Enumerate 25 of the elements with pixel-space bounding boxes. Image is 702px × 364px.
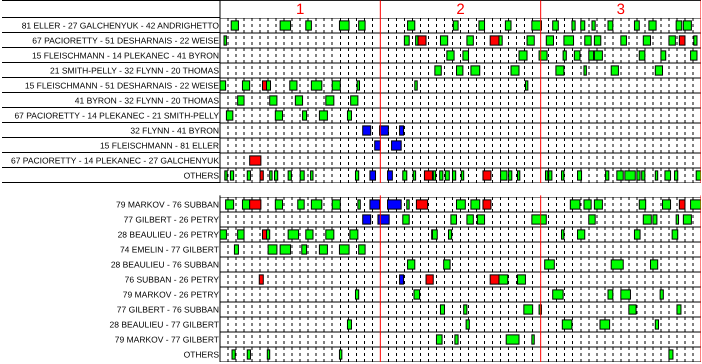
y-tick-label: 81 ELLER - 27 GALCHENYUK - 42 ANDRIGHETTO (22, 20, 220, 30)
y-tick-label: OTHERS (184, 349, 220, 360)
y-tick-label: 74 EMELIN - 77 GILBERT (120, 244, 219, 254)
x-tick-label: 2 (456, 1, 465, 18)
y-tick-label: 67 PACIORETTY - 14 PLEKANEC - 27 GALCHENYUK (10, 155, 220, 166)
y-tick-label: 41 BYRON - 32 FLYNN - 20 THOMAS (74, 95, 220, 106)
y-tick-label: 79 MARKOV - 76 SUBBAN (116, 199, 219, 210)
y-tick-label: 79 MARKOV - 77 GILBERT (114, 334, 219, 344)
y-tick-label: OTHERS (184, 170, 220, 180)
y-tick-label: 28 BEAULIEU - 76 SUBBAN (110, 259, 219, 270)
x-tick-label: 3 (616, 1, 625, 18)
x-tick-label: 1 (296, 1, 304, 18)
y-tick-label: 15 FLEISCHMANN - 51 DESHARNAIS - 22 WEISE (24, 80, 220, 90)
y-tick-label: 77 GILBERT - 76 SUBBAN (116, 304, 219, 314)
y-tick-label: 67 PACIORETTY - 51 DESHARNAIS - 22 WEISE (32, 35, 220, 46)
y-tick-label: 76 SUBBAN - 26 PETRY (124, 274, 220, 284)
y-tick-label: 15 FLEISCHMANN - 81 ELLER (100, 140, 219, 150)
y-tick-label: 28 BEAULIEU - 77 GILBERT (110, 319, 219, 330)
y-tick-label: 28 BEAULIEU - 26 PETRY (118, 229, 220, 240)
y-tick-label: 32 FLYNN - 41 BYRON (130, 125, 219, 136)
y-tick-label: 77 GILBERT - 26 PETRY (124, 214, 220, 224)
y-tick-label: 21 SMITH-PELLY - 32 FLYNN - 20 THOMAS (50, 65, 220, 76)
y-tick-label: 15 FLEISCHMANN - 14 PLEKANEC - 41 BYRON (32, 50, 219, 60)
y-tick-label: 67 PACIORETTY - 14 PLEKANEC - 21 SMITH-PELLY (14, 110, 220, 120)
y-tick-label: 79 MARKOV - 26 PETRY (122, 289, 220, 300)
